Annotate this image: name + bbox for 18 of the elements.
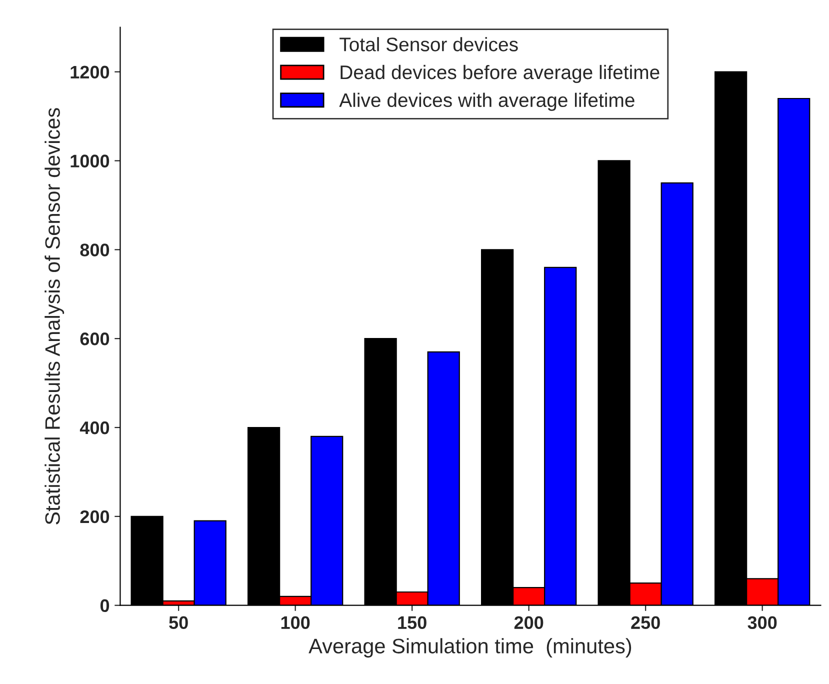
legend-label: Alive devices with average lifetime bbox=[339, 92, 634, 111]
legend-label: Dead devices before average lifetime bbox=[340, 64, 660, 84]
y-tick-label: 1000 bbox=[70, 154, 110, 168]
y-axis-title: Statistical Results Analysis of Sensor devices bbox=[44, 108, 64, 524]
y-tick-label: 0 bbox=[100, 599, 110, 612]
legend-label: Total Sensor devices bbox=[340, 37, 518, 52]
y-tick-label: 400 bbox=[80, 421, 110, 434]
x-tick-label: 300 bbox=[748, 616, 777, 630]
x-tick-label: 100 bbox=[281, 616, 310, 630]
x-tick-label: 150 bbox=[398, 616, 426, 630]
x-tick-label: 200 bbox=[514, 616, 544, 630]
y-tick-label: 1200 bbox=[70, 66, 110, 79]
x-axis-title: Average Simulation time (minutes) bbox=[308, 638, 632, 658]
y-tick-label: 200 bbox=[80, 510, 110, 524]
y-tick-label: 600 bbox=[80, 332, 110, 346]
x-tick-label: 50 bbox=[169, 616, 188, 630]
y-tick-label: 800 bbox=[80, 244, 110, 256]
x-tick-label: 250 bbox=[631, 616, 660, 630]
